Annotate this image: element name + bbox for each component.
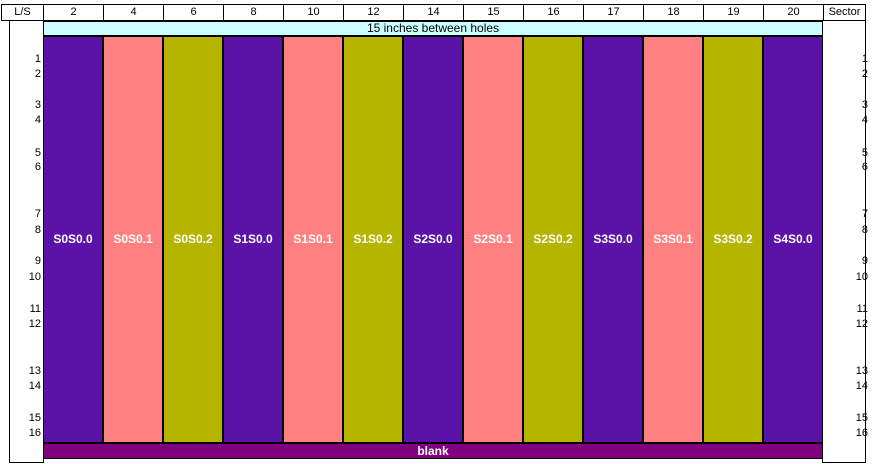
header-column-17: 17: [583, 4, 643, 21]
header-right-label: Sector: [823, 4, 866, 21]
row-number-left: 12: [28, 318, 41, 330]
row-number-left: 8: [34, 224, 41, 236]
row-number-left: 15: [28, 412, 41, 424]
slot-label: S3S0.0: [593, 232, 633, 246]
row-number-right: 14: [855, 380, 868, 392]
row-number-left: 11: [29, 303, 41, 315]
row-number-right: 6: [861, 161, 868, 173]
header-column-2: 2: [43, 4, 103, 21]
row-number-right: 5: [861, 147, 868, 159]
header-column-15: 15: [463, 4, 523, 21]
header-column-4: 4: [103, 4, 163, 21]
header-column-8: 8: [223, 4, 283, 21]
row-number-left: 1: [34, 53, 41, 65]
row-number-left: 13: [28, 365, 41, 377]
slot-label: S0S0.2: [173, 232, 213, 246]
slot-column: S2S0.0: [403, 36, 463, 443]
slot-label: S3S0.2: [713, 232, 753, 246]
slot-label: S1S0.2: [353, 232, 393, 246]
row-number-left: 10: [28, 271, 41, 283]
slot-column: S1S0.1: [283, 36, 343, 443]
slot-column: S0S0.1: [103, 36, 163, 443]
slot-column: S0S0.2: [163, 36, 223, 443]
right-frame: [822, 21, 866, 463]
header-column-12: 12: [343, 4, 403, 21]
slot-label: S4S0.0: [773, 232, 813, 246]
row-number-right: 16: [855, 427, 868, 439]
slot-column: S0S0.0: [43, 36, 103, 443]
header-column-16: 16: [523, 4, 583, 21]
header-column-19: 19: [703, 4, 763, 21]
row-number-right: 15: [855, 412, 868, 424]
slot-column: S3S0.2: [703, 36, 763, 443]
row-number-right: 7: [861, 208, 868, 220]
footer-blank: blank: [43, 443, 823, 459]
header-column-18: 18: [643, 4, 703, 21]
banner-spacing: 15 inches between holes: [43, 21, 823, 36]
slot-label: S1S0.0: [233, 232, 273, 246]
row-number-right: 12: [855, 318, 868, 330]
row-number-right: 11: [856, 303, 868, 315]
header-column-14: 14: [403, 4, 463, 21]
slot-label: S1S0.1: [293, 232, 333, 246]
slot-label: S0S0.0: [53, 232, 93, 246]
row-number-right: 4: [861, 114, 868, 126]
row-number-left: 4: [34, 114, 41, 126]
row-number-left: 5: [34, 147, 41, 159]
slot-label: S0S0.1: [113, 232, 153, 246]
slot-column: S3S0.1: [643, 36, 703, 443]
row-number-right: 3: [861, 99, 868, 111]
row-number-left: 3: [34, 99, 41, 111]
header-left-label: L/S: [1, 4, 43, 21]
row-number-left: 6: [34, 161, 41, 173]
row-number-right: 13: [855, 365, 868, 377]
row-number-left: 7: [34, 208, 41, 220]
row-number-right: 2: [861, 68, 868, 80]
slot-label: S3S0.1: [653, 232, 693, 246]
slot-column: S3S0.0: [583, 36, 643, 443]
left-frame: [9, 21, 44, 463]
slot-label: S2S0.2: [533, 232, 573, 246]
header-column-10: 10: [283, 4, 343, 21]
slot-column: S2S0.2: [523, 36, 583, 443]
row-number-left: 14: [28, 380, 41, 392]
row-number-right: 10: [855, 271, 868, 283]
header-column-6: 6: [163, 4, 223, 21]
slot-column: S4S0.0: [763, 36, 823, 443]
slot-column: S1S0.2: [343, 36, 403, 443]
row-number-left: 2: [34, 68, 41, 80]
slot-label: S2S0.1: [473, 232, 513, 246]
slot-label: S2S0.0: [413, 232, 453, 246]
row-number-left: 9: [34, 255, 41, 267]
row-number-right: 1: [861, 53, 868, 65]
slot-column: S2S0.1: [463, 36, 523, 443]
row-number-right: 8: [861, 224, 868, 236]
row-number-right: 9: [861, 255, 868, 267]
header-column-20: 20: [763, 4, 823, 21]
row-number-left: 16: [28, 427, 41, 439]
slot-column: S1S0.0: [223, 36, 283, 443]
